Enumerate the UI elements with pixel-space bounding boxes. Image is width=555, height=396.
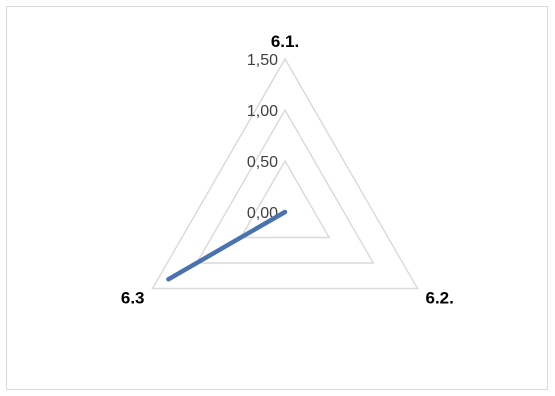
axis-label-0: 6.1. <box>271 32 299 51</box>
axis-label-1: 6.2. <box>426 289 454 308</box>
series-layer <box>166 209 288 282</box>
tick-label-0: 0,00 <box>247 205 278 222</box>
tick-label-3: 1,50 <box>247 52 278 69</box>
tick-label-1: 0,50 <box>247 154 278 171</box>
series-line-0 <box>166 209 288 282</box>
tick-label-2: 1,00 <box>247 103 278 120</box>
grid-ring-3 <box>151 57 419 290</box>
grid-ring-2 <box>195 108 375 264</box>
axis-labels: 6.1. 6.2. 6.3 <box>121 32 454 308</box>
chart-area <box>6 6 548 390</box>
radial-tick-labels: 0,00 0,50 1,00 1,50 <box>247 52 278 222</box>
axis-label-2: 6.3 <box>121 289 145 308</box>
grid-ring-1 <box>239 159 331 239</box>
radar-grid <box>151 57 419 290</box>
